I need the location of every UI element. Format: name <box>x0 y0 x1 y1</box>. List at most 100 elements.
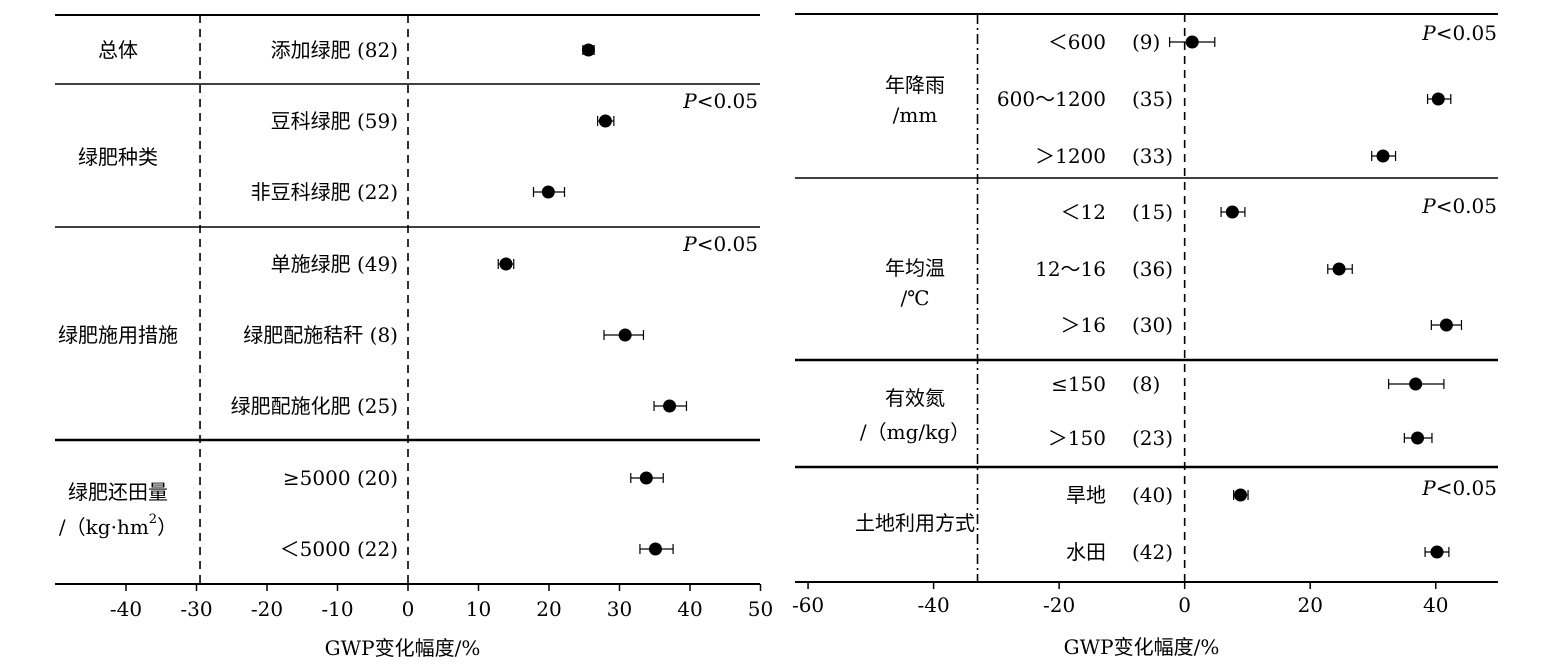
item-sample-size: (35) <box>1132 87 1173 111</box>
forest-panel-1: -40 -30 -20 -10 0 10 20 30 40 50 GWP变化幅度/% 总体 添加绿肥 (… <box>55 14 773 660</box>
x-tick-label: 30 <box>607 597 632 621</box>
significance-label: P<0.05 <box>1421 21 1497 45</box>
item-sample-size: (36) <box>1132 257 1173 281</box>
x-tick-label: -20 <box>1043 593 1075 617</box>
effect-size-point <box>581 43 595 57</box>
effect-size-point <box>618 328 632 342</box>
x-tick-label: -30 <box>180 597 212 621</box>
item-sample-size: (30) <box>1132 313 1173 337</box>
item-label: 旱地 <box>1066 483 1106 507</box>
group-unit-label: /℃ <box>900 286 929 310</box>
significance-p: P <box>1421 476 1436 500</box>
group-unit-label: /（kg·hm2） <box>59 512 177 540</box>
item-label: 12～16 <box>1035 257 1106 281</box>
item-label: ＜12 <box>1061 200 1106 224</box>
x-tick-label: 20 <box>1297 593 1322 617</box>
x-axis-label: GWP变化幅度/% <box>325 636 481 660</box>
item-label: 绿肥配施化肥 (25) <box>231 394 398 418</box>
significance-label: P<0.05 <box>1421 476 1497 500</box>
effect-size-point <box>1431 92 1445 106</box>
effect-size-point <box>1225 205 1239 219</box>
effect-size-point <box>1376 149 1390 163</box>
item-label: ＞1200 <box>1035 144 1106 168</box>
item-label: 600～1200 <box>997 87 1106 111</box>
item-sample-size: (33) <box>1132 144 1173 168</box>
item-label-text: ＜5000 <box>280 537 351 561</box>
item-sample-size: (20) <box>357 466 398 490</box>
group-label: 有效氮 <box>885 386 945 410</box>
item-label: 豆科绿肥 (59) <box>271 109 398 133</box>
item-label-text: 非豆科绿肥 <box>251 180 351 204</box>
item-label-text: 绿肥配施化肥 <box>231 394 351 418</box>
item-sample-size: (82) <box>357 38 398 62</box>
item-label: ＜600 <box>1048 30 1106 54</box>
group-unit-tail: ） <box>157 515 177 539</box>
significance-label: P<0.05 <box>1421 194 1497 218</box>
significance-value: <0.05 <box>697 232 758 256</box>
item-label: ≥5000 (20) <box>283 466 398 490</box>
significance-value: <0.05 <box>1436 194 1497 218</box>
item-sample-size: (8) <box>370 323 398 347</box>
x-tick-label: 10 <box>466 597 491 621</box>
item-label-text: 单施绿肥 <box>271 252 351 276</box>
x-tick-label: -40 <box>110 597 142 621</box>
item-label: ≤150 <box>1051 372 1106 396</box>
group-unit-label: /mm <box>893 103 938 127</box>
effect-size-point <box>663 399 677 413</box>
item-label: 绿肥配施秸秆 (8) <box>243 323 398 347</box>
effect-size-point <box>1234 488 1248 502</box>
item-sample-size: (42) <box>1132 540 1173 564</box>
item-sample-size: (59) <box>357 109 398 133</box>
item-label: 添加绿肥 (82) <box>271 38 398 62</box>
x-tick-label: 40 <box>677 597 702 621</box>
item-sample-size: (23) <box>1132 426 1173 450</box>
significance-value: <0.05 <box>1436 476 1497 500</box>
item-sample-size: (8) <box>1132 372 1160 396</box>
effect-size-point <box>1439 318 1453 332</box>
forest-panel-2: -60 -40 -20 0 20 40GWP变化幅度/%年降雨/mmP<0.05＜600(… <box>792 13 1498 659</box>
x-tick-label: -20 <box>251 597 283 621</box>
item-sample-size: (22) <box>357 180 398 204</box>
effect-size-point <box>648 542 662 556</box>
x-tick-label: -60 <box>792 593 824 617</box>
effect-size-point <box>541 185 555 199</box>
significance-p: P <box>682 232 697 256</box>
effect-size-point <box>1185 35 1199 49</box>
item-sample-size: (22) <box>357 537 398 561</box>
item-label: ＞16 <box>1061 313 1106 337</box>
significance-value: <0.05 <box>1436 21 1497 45</box>
significance-label: P<0.05 <box>682 232 758 256</box>
effect-size-point <box>499 257 513 271</box>
item-sample-size: (49) <box>357 252 398 276</box>
significance-p: P <box>1421 21 1436 45</box>
item-label-text: 绿肥配施秸秆 <box>243 323 363 347</box>
item-label-text: 添加绿肥 <box>271 38 351 62</box>
significance-p: P <box>1421 194 1436 218</box>
group-label: 总体 <box>98 38 138 62</box>
item-sample-size: (40) <box>1132 483 1173 507</box>
significance-p: P <box>682 89 697 113</box>
group-unit-superscript: 2 <box>149 512 157 527</box>
x-tick-label: 0 <box>1178 593 1191 617</box>
effect-size-point <box>598 114 612 128</box>
group-unit-label: /（mg/kg） <box>860 420 970 444</box>
item-sample-size: (15) <box>1132 200 1173 224</box>
effect-size-point <box>639 471 653 485</box>
x-tick-label: 20 <box>536 597 561 621</box>
item-label: 非豆科绿肥 (22) <box>251 180 398 204</box>
item-label-text: ≥5000 <box>283 466 351 490</box>
item-sample-size: (9) <box>1132 30 1160 54</box>
group-unit-text: /（kg·hm <box>59 515 149 539</box>
item-label: ＜5000 (22) <box>280 537 398 561</box>
x-tick-label: -40 <box>917 593 949 617</box>
item-label: 水田 <box>1066 540 1106 564</box>
group-label: 年降雨 <box>885 73 945 97</box>
x-tick-label: 50 <box>748 597 773 621</box>
x-tick-label: 40 <box>1423 593 1448 617</box>
item-sample-size: (25) <box>357 394 398 418</box>
item-label: 单施绿肥 (49) <box>271 252 398 276</box>
effect-size-point <box>1332 262 1346 276</box>
group-label: 绿肥种类 <box>78 145 158 169</box>
x-axis-label: GWP变化幅度/% <box>1064 635 1220 659</box>
